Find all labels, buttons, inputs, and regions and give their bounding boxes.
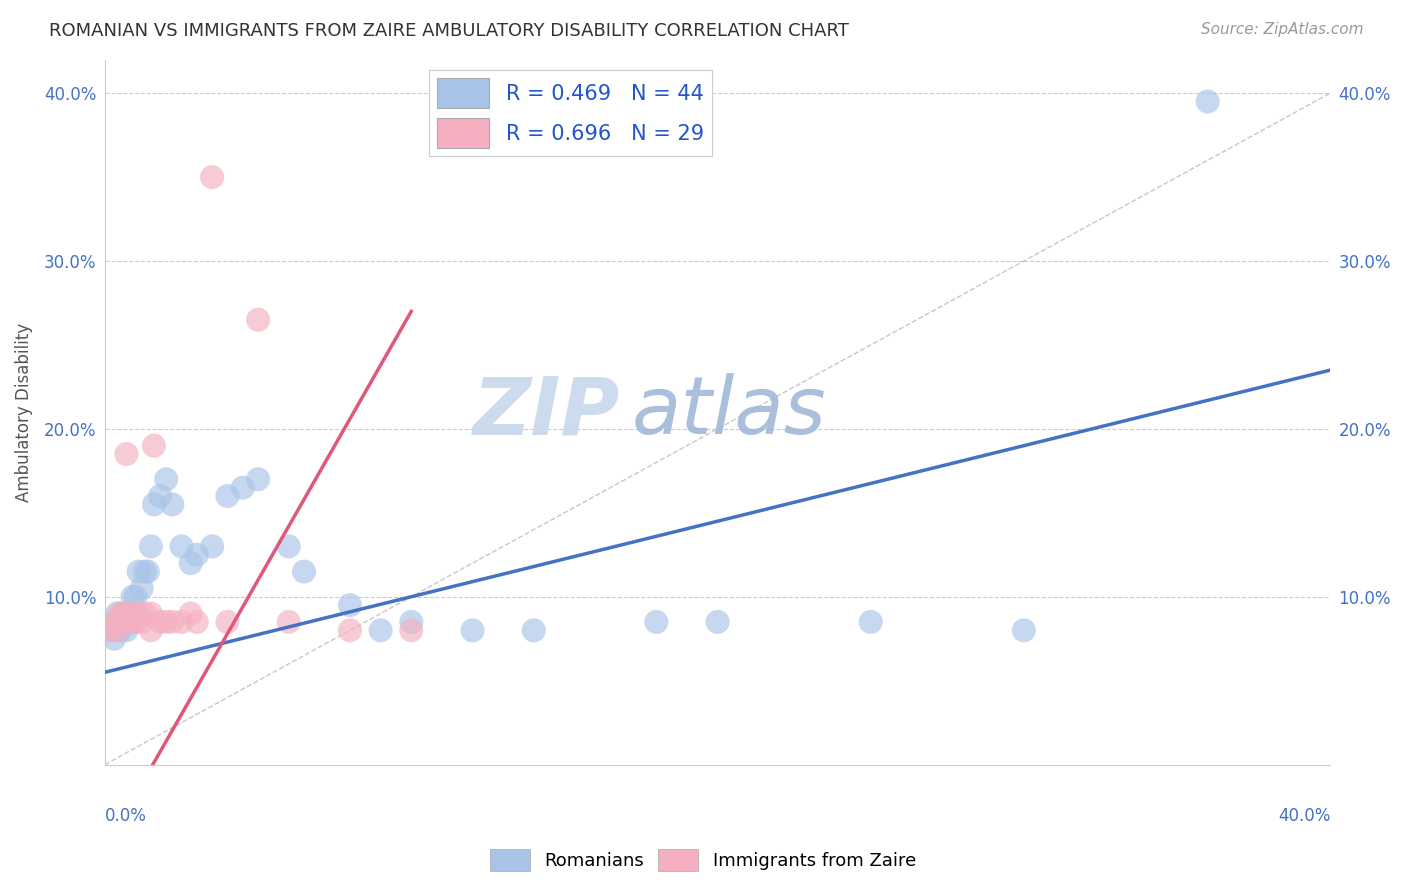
Point <box>162 497 184 511</box>
Point <box>170 615 193 629</box>
Point <box>124 607 146 621</box>
Point <box>100 624 122 638</box>
Point <box>232 481 254 495</box>
Text: atlas: atlas <box>631 373 827 451</box>
Point <box>139 540 162 554</box>
Point <box>110 615 132 629</box>
Point <box>186 615 208 629</box>
Point <box>105 607 128 621</box>
Point <box>118 607 141 621</box>
Point <box>339 624 361 638</box>
Point <box>399 624 422 638</box>
Point <box>170 540 193 554</box>
Point <box>247 472 270 486</box>
Point <box>112 607 135 621</box>
Point <box>180 556 202 570</box>
Point <box>124 590 146 604</box>
Point <box>149 615 172 629</box>
Text: ZIP: ZIP <box>472 373 620 451</box>
Point <box>105 615 128 629</box>
Point <box>180 607 202 621</box>
Point <box>121 615 143 629</box>
Point <box>110 607 132 621</box>
Point <box>142 439 165 453</box>
Point <box>115 624 138 638</box>
Point <box>277 615 299 629</box>
Point <box>645 615 668 629</box>
Y-axis label: Ambulatory Disability: Ambulatory Disability <box>15 323 32 501</box>
Point <box>136 565 159 579</box>
Point <box>105 624 128 638</box>
Point <box>128 565 150 579</box>
Point <box>112 607 135 621</box>
Point <box>115 447 138 461</box>
Point <box>118 607 141 621</box>
Point <box>1197 95 1219 109</box>
Point <box>201 170 224 185</box>
Point <box>134 607 156 621</box>
Point <box>162 615 184 629</box>
Point <box>217 489 239 503</box>
Point <box>399 615 422 629</box>
Text: 40.0%: 40.0% <box>1278 806 1330 824</box>
Point <box>217 615 239 629</box>
Point <box>277 540 299 554</box>
Point <box>523 624 546 638</box>
Point <box>118 615 141 629</box>
Point <box>128 607 150 621</box>
Text: 0.0%: 0.0% <box>105 806 146 824</box>
Point <box>142 497 165 511</box>
Point <box>247 312 270 326</box>
Point <box>461 624 484 638</box>
Point <box>370 624 392 638</box>
Point <box>859 615 882 629</box>
Point <box>100 624 122 638</box>
Point <box>339 598 361 612</box>
Point <box>103 632 125 646</box>
Point <box>112 615 135 629</box>
Point <box>124 615 146 629</box>
Point <box>292 565 315 579</box>
Point <box>155 472 177 486</box>
Point <box>115 607 138 621</box>
Point <box>134 565 156 579</box>
Legend: R = 0.469   N = 44, R = 0.696   N = 29: R = 0.469 N = 44, R = 0.696 N = 29 <box>429 70 713 156</box>
Point <box>103 615 125 629</box>
Point <box>110 615 132 629</box>
Point <box>139 607 162 621</box>
Text: ROMANIAN VS IMMIGRANTS FROM ZAIRE AMBULATORY DISABILITY CORRELATION CHART: ROMANIAN VS IMMIGRANTS FROM ZAIRE AMBULA… <box>49 22 849 40</box>
Point <box>131 582 153 596</box>
Point <box>155 615 177 629</box>
Point <box>131 615 153 629</box>
Point <box>201 540 224 554</box>
Point <box>139 624 162 638</box>
Point <box>121 615 143 629</box>
Point <box>1012 624 1035 638</box>
Point <box>186 548 208 562</box>
Point <box>121 590 143 604</box>
Point <box>110 624 132 638</box>
Point <box>149 489 172 503</box>
Legend: Romanians, Immigrants from Zaire: Romanians, Immigrants from Zaire <box>482 842 924 879</box>
Point <box>112 615 135 629</box>
Text: Source: ZipAtlas.com: Source: ZipAtlas.com <box>1201 22 1364 37</box>
Point <box>706 615 728 629</box>
